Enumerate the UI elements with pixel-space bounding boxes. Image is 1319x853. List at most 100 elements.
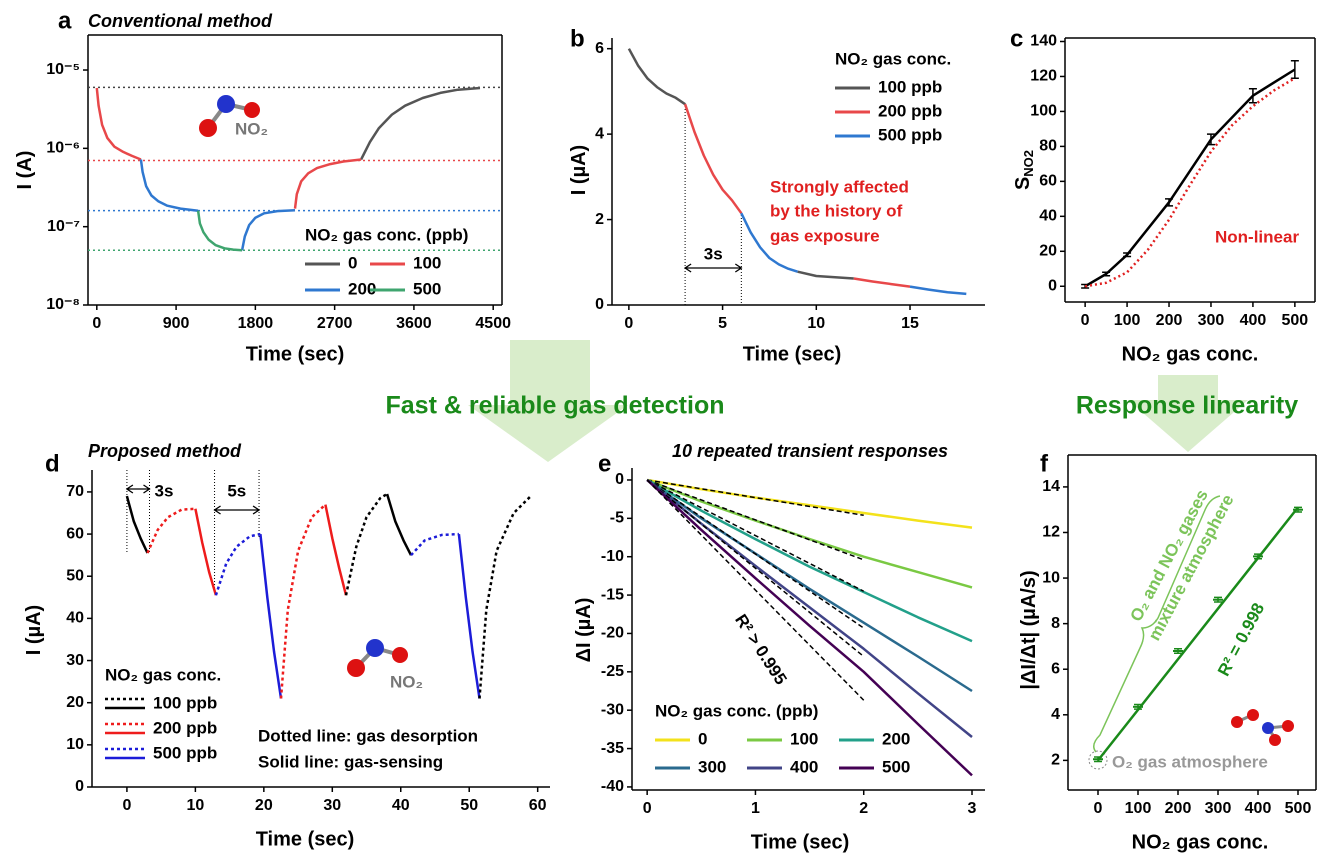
y-tick-label: 10⁻⁶ [46, 140, 80, 157]
legend-label: 500 ppb [153, 743, 217, 762]
fit-line [646, 479, 865, 629]
data-line [95, 87, 362, 209]
y-tick-label: 60 [1039, 173, 1057, 190]
x-tick-label: 500 [1285, 800, 1312, 817]
annotation: NO₂ [235, 119, 268, 138]
y-tick-label: 14 [1042, 478, 1060, 495]
panel-title: 10 repeated transient responses [672, 441, 948, 461]
x-tick-label: 40 [392, 797, 410, 814]
legend-label: 100 [790, 729, 818, 748]
y-axis-title-main: ΔI (µA) [573, 598, 595, 663]
y-tick-label: 140 [1030, 33, 1057, 50]
y-axis-title-main: S [1012, 177, 1034, 190]
origin-circle [1088, 750, 1108, 770]
span-label: 3s [155, 481, 174, 500]
data-line [627, 48, 854, 280]
legend-label: 500 [882, 757, 910, 776]
x-axis-title: Time (sec) [751, 831, 850, 853]
x-tick-label: 3 [968, 800, 977, 817]
y-tick-label: 2 [1051, 752, 1060, 769]
data-line [359, 86, 481, 161]
y-tick-label: 10⁻⁸ [46, 296, 80, 313]
x-tick-label: 4500 [475, 315, 511, 332]
y-tick-label: 4 [595, 125, 604, 142]
legend-label: 0 [348, 253, 357, 272]
error-bar [1206, 133, 1215, 146]
y-tick-label: 100 [1030, 103, 1057, 120]
data-line [683, 103, 911, 288]
y-tick-label: -15 [601, 586, 624, 603]
molecule [347, 639, 408, 677]
panel-letter: a [58, 7, 72, 34]
x-tick-label: 20 [255, 797, 273, 814]
legend-label: 200 [882, 729, 910, 748]
y-tick-label: 10 [66, 736, 84, 753]
legend-label: 100 ppb [153, 693, 217, 712]
y-tick-label: 40 [66, 610, 84, 627]
data-line [259, 533, 481, 699]
y-tick-label: -25 [601, 663, 624, 680]
annotation: by the history of [770, 201, 903, 220]
x-tick-label: 100 [1114, 312, 1141, 329]
fit-line [646, 479, 865, 701]
panel-letter: b [570, 25, 585, 52]
span-arrow [125, 484, 151, 494]
y-tick-label: 20 [1039, 243, 1057, 260]
annotation: O₂ gas atmosphere [1112, 752, 1268, 771]
data-line [1097, 506, 1299, 762]
legend-title: NO₂ gas conc. [105, 665, 221, 684]
y-tick-label: 0 [75, 778, 84, 795]
x-tick-label: 200 [1165, 800, 1192, 817]
annotation: Strongly affected [770, 177, 909, 196]
x-tick-label: 0 [624, 315, 633, 332]
y-tick-label: -35 [601, 740, 624, 757]
x-tick-label: 400 [1245, 800, 1272, 817]
panel-title: Proposed method [88, 441, 242, 461]
y-tick-label: 10⁻⁵ [46, 61, 80, 78]
data-line [646, 478, 973, 589]
data-line [1084, 77, 1296, 288]
data-line [646, 479, 973, 738]
y-tick-label: 70 [66, 483, 84, 500]
annotation: Solid line: gas-sensing [258, 752, 443, 771]
annotation: NO₂ [390, 672, 423, 691]
fit-line [646, 479, 865, 658]
x-tick-label: 400 [1240, 312, 1267, 329]
y-tick-label: 50 [66, 567, 84, 584]
x-tick-label: 50 [460, 797, 478, 814]
y-tick-label: 40 [1039, 208, 1057, 225]
y-axis-title-main: I (A) [14, 151, 36, 190]
panel-letter: c [1010, 25, 1023, 52]
error-bar [1248, 87, 1257, 104]
fit-line [646, 479, 865, 592]
fit-line [647, 479, 864, 517]
legend-label: 200 [348, 279, 376, 298]
x-tick-label: 300 [1198, 312, 1225, 329]
data-line [1084, 68, 1296, 288]
panel: f 0 100 200 300 400 500 2 4 6 8 10 12 14 NO₂ gas conc.… [1018, 450, 1317, 853]
flow-arrow [1128, 375, 1248, 452]
y-tick-label: 6 [595, 40, 604, 57]
x-axis-title: Time (sec) [246, 343, 345, 365]
legend-title: NO₂ gas conc. [835, 49, 951, 68]
panel: c 0 100 200 300 400 500 0 20 40 60 80 100 120 140 NO₂ g… [1010, 25, 1316, 365]
panel-title: Conventional method [88, 11, 273, 31]
y-tick-label: -10 [601, 548, 624, 565]
heading: Fast & reliable gas detection [386, 392, 725, 420]
y-axis-title-main: |ΔI/Δt| (µA/s) [1018, 570, 1040, 689]
x-tick-label: 300 [1205, 800, 1232, 817]
span-arrow [683, 263, 743, 273]
y-tick-label: 6 [1051, 660, 1060, 677]
legend-label: 500 ppb [878, 125, 942, 144]
x-tick-label: 1800 [238, 315, 274, 332]
x-tick-label: 0 [1094, 800, 1103, 817]
x-tick-label: 0 [1081, 312, 1090, 329]
panel: a Conventional method 0 900 1800 2700 3600 4500… [14, 7, 511, 365]
legend-label: 100 [413, 253, 441, 272]
y-axis-title: ΔI (µA) [573, 598, 595, 663]
annotation: gas exposure [770, 226, 880, 245]
y-tick-label: 10 [1042, 569, 1060, 586]
y-tick-label: 2 [595, 211, 604, 228]
x-tick-label: 10 [807, 315, 825, 332]
